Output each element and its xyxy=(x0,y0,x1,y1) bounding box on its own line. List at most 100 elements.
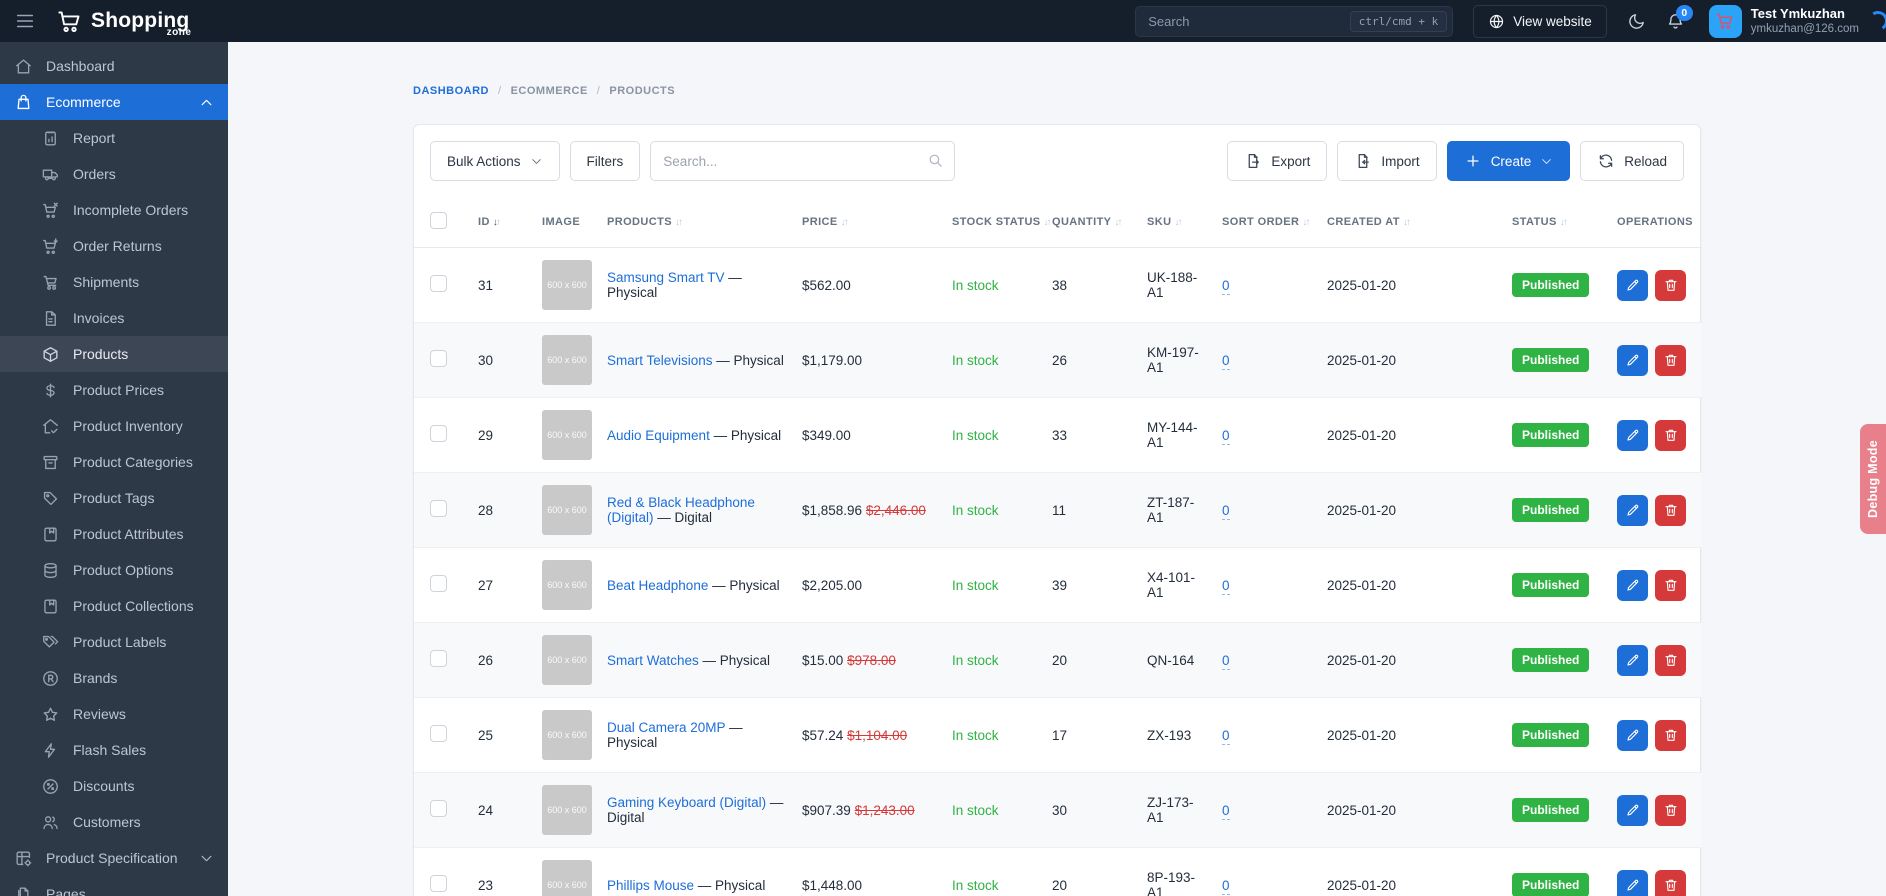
sort-order-link[interactable]: 0 xyxy=(1222,502,1230,520)
row-checkbox[interactable] xyxy=(430,800,447,817)
sort-order-link[interactable]: 0 xyxy=(1222,352,1230,370)
sidebar-item-invoices[interactable]: Invoices xyxy=(0,300,228,336)
sort-order-link[interactable]: 0 xyxy=(1222,427,1230,445)
sidebar-item-product-tags[interactable]: Product Tags xyxy=(0,480,228,516)
delete-button[interactable] xyxy=(1655,344,1686,376)
sidebar-item-product-specification[interactable]: Product Specification xyxy=(0,840,228,876)
sidebar-item-report[interactable]: Report xyxy=(0,120,228,156)
sidebar-item-product-labels[interactable]: Product Labels xyxy=(0,624,228,660)
sidebar-item-products[interactable]: Products xyxy=(0,336,228,372)
cell-sku: KM-197-A1 xyxy=(1139,322,1214,398)
price-current: $15.00 xyxy=(802,652,844,668)
sidebar-item-product-options[interactable]: Product Options xyxy=(0,552,228,588)
edit-button[interactable] xyxy=(1617,644,1648,676)
column-header-price[interactable]: PRICE ↓↑ xyxy=(794,197,944,248)
edit-button[interactable] xyxy=(1617,344,1648,376)
sidebar-item-order-returns[interactable]: Order Returns xyxy=(0,228,228,264)
column-header-sku[interactable]: SKU ↓↑ xyxy=(1139,197,1214,248)
sidebar-item-product-categories[interactable]: Product Categories xyxy=(0,444,228,480)
row-checkbox[interactable] xyxy=(430,425,447,442)
column-header-created[interactable]: CREATED AT ↓↑ xyxy=(1319,197,1504,248)
sidebar-item-brands[interactable]: Brands xyxy=(0,660,228,696)
product-name-link[interactable]: Beat Headphone xyxy=(607,577,709,593)
sidebar-item-customers[interactable]: Customers xyxy=(0,804,228,840)
row-checkbox[interactable] xyxy=(430,575,447,592)
app-logo[interactable]: Shopping zone xyxy=(56,8,193,38)
edit-button[interactable] xyxy=(1617,569,1648,601)
global-search-input[interactable]: Search ctrl/cmd + k xyxy=(1135,5,1454,37)
notifications-button[interactable]: 0 xyxy=(1666,4,1693,31)
column-header-products[interactable]: PRODUCTS ↓↑ xyxy=(599,197,794,248)
sidebar-item-product-prices[interactable]: Product Prices xyxy=(0,372,228,408)
sidebar-item-shipments[interactable]: Shipments xyxy=(0,264,228,300)
row-checkbox[interactable] xyxy=(430,875,447,893)
import-button[interactable]: Import xyxy=(1337,141,1437,181)
user-menu[interactable]: Test Ymkuzhan ymkuzhan@126.com xyxy=(1708,4,1886,38)
export-button[interactable]: Export xyxy=(1227,141,1328,181)
row-checkbox[interactable] xyxy=(430,275,447,292)
edit-button[interactable] xyxy=(1617,869,1648,896)
filters-button[interactable]: Filters xyxy=(569,141,641,181)
column-header-qty[interactable]: QUANTITY ↓↑ xyxy=(1044,197,1139,248)
delete-button[interactable] xyxy=(1655,269,1686,301)
row-checkbox[interactable] xyxy=(430,650,447,667)
edit-button[interactable] xyxy=(1617,269,1648,301)
sort-order-link[interactable]: 0 xyxy=(1222,802,1230,820)
product-name-link[interactable]: Red & Black Headphone (Digital) xyxy=(607,495,755,525)
sidebar-item-label: Product Collections xyxy=(73,598,194,614)
column-header-sort[interactable]: SORT ORDER ↓↑ xyxy=(1214,197,1319,248)
column-header-id[interactable]: ID ↓↑ xyxy=(470,197,534,248)
bulk-actions-dropdown[interactable]: Bulk Actions xyxy=(430,141,560,181)
delete-button[interactable] xyxy=(1655,869,1686,896)
sidebar-item-flash-sales[interactable]: Flash Sales xyxy=(0,732,228,768)
product-name-link[interactable]: Gaming Keyboard (Digital) xyxy=(607,795,767,810)
row-checkbox[interactable] xyxy=(430,725,447,742)
delete-button[interactable] xyxy=(1655,794,1686,826)
edit-button[interactable] xyxy=(1617,794,1648,826)
sidebar-item-product-collections[interactable]: Product Collections xyxy=(0,588,228,624)
edit-button[interactable] xyxy=(1617,494,1648,526)
sort-order-link[interactable]: 0 xyxy=(1222,577,1230,595)
edit-button[interactable] xyxy=(1617,719,1648,751)
sidebar-item-reviews[interactable]: Reviews xyxy=(0,696,228,732)
sort-order-link[interactable]: 0 xyxy=(1222,727,1230,745)
product-name-link[interactable]: Smart Watches xyxy=(607,652,699,668)
sidebar-item-ecommerce[interactable]: Ecommerce xyxy=(0,84,228,120)
row-checkbox[interactable] xyxy=(430,350,447,367)
sidebar-item-pages[interactable]: Pages xyxy=(0,876,228,896)
product-name-link[interactable]: Samsung Smart TV xyxy=(607,270,725,285)
product-name-link[interactable]: Audio Equipment xyxy=(607,427,710,443)
delete-button[interactable] xyxy=(1655,419,1686,451)
row-checkbox[interactable] xyxy=(430,500,447,517)
cell-sort-order: 0 xyxy=(1214,547,1319,623)
sidebar-item-product-attributes[interactable]: Product Attributes xyxy=(0,516,228,552)
delete-button[interactable] xyxy=(1655,644,1686,676)
sidebar-item-orders[interactable]: Orders xyxy=(0,156,228,192)
debug-mode-tag[interactable]: Debug Mode xyxy=(1860,424,1886,534)
delete-button[interactable] xyxy=(1655,569,1686,601)
sort-order-link[interactable]: 0 xyxy=(1222,652,1230,670)
sidebar-item-discounts[interactable]: Discounts xyxy=(0,768,228,804)
delete-button[interactable] xyxy=(1655,494,1686,526)
product-name-link[interactable]: Smart Televisions xyxy=(607,352,713,368)
reload-button[interactable]: Reload xyxy=(1580,141,1684,181)
edit-button[interactable] xyxy=(1617,419,1648,451)
product-name-link[interactable]: Phillips Mouse xyxy=(607,877,695,893)
sidebar-item-product-inventory[interactable]: Product Inventory xyxy=(0,408,228,444)
column-header-stock[interactable]: STOCK STATUS ↓↑ xyxy=(944,197,1052,248)
view-website-button[interactable]: View website xyxy=(1473,4,1607,38)
column-header-status[interactable]: STATUS ↓↑ xyxy=(1504,197,1609,248)
delete-button[interactable] xyxy=(1655,719,1686,751)
create-button[interactable]: Create xyxy=(1446,141,1571,181)
table-search-input[interactable] xyxy=(650,141,956,181)
menu-toggle-button[interactable] xyxy=(14,8,40,34)
product-name-link[interactable]: Dual Camera 20MP xyxy=(607,720,726,735)
select-all-checkbox[interactable] xyxy=(430,212,447,229)
breadcrumb-item-dashboard[interactable]: DASHBOARD xyxy=(413,85,489,97)
sidebar-item-dashboard[interactable]: Dashboard xyxy=(0,48,228,84)
plus-icon xyxy=(1464,152,1482,170)
sort-order-link[interactable]: 0 xyxy=(1222,277,1230,295)
dark-mode-toggle[interactable] xyxy=(1627,12,1646,31)
sort-order-link[interactable]: 0 xyxy=(1222,877,1230,895)
sidebar-item-incomplete-orders[interactable]: Incomplete Orders xyxy=(0,192,228,228)
